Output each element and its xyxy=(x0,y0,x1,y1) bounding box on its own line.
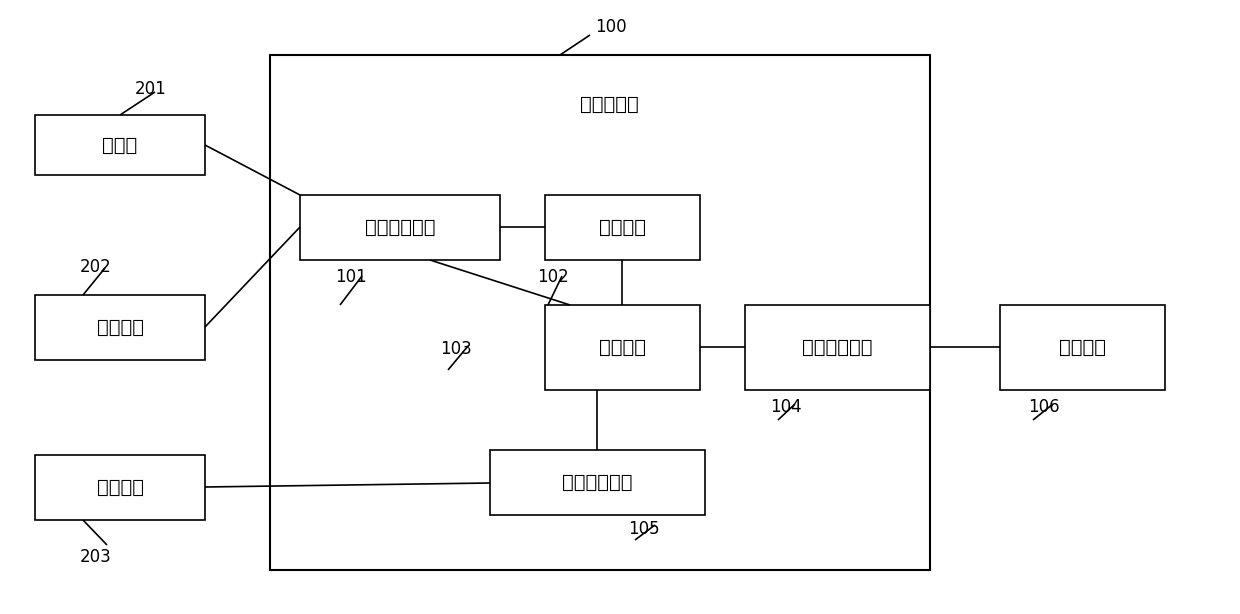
Text: 106: 106 xyxy=(1028,398,1060,416)
Text: 102: 102 xyxy=(537,268,569,286)
Bar xyxy=(35,115,205,175)
Text: 灯光模块: 灯光模块 xyxy=(1059,338,1106,357)
Text: 原车主机: 原车主机 xyxy=(97,318,144,337)
Bar xyxy=(300,195,500,260)
Bar xyxy=(35,295,205,360)
Text: 203: 203 xyxy=(81,548,112,566)
Text: 105: 105 xyxy=(627,520,660,538)
Bar xyxy=(490,450,706,515)
Text: 202: 202 xyxy=(81,258,112,276)
Bar xyxy=(270,55,930,570)
Text: 100: 100 xyxy=(595,18,626,36)
Bar xyxy=(546,305,701,390)
Text: 气围灯主机: 气围灯主机 xyxy=(580,95,639,114)
Text: 原车屏: 原车屏 xyxy=(103,136,138,155)
Text: 屏驱模块: 屏驱模块 xyxy=(599,218,646,237)
Text: 101: 101 xyxy=(335,268,367,286)
Text: 103: 103 xyxy=(440,340,471,358)
Bar xyxy=(35,455,205,520)
Text: 处理模块: 处理模块 xyxy=(599,338,646,357)
Text: 201: 201 xyxy=(135,80,166,98)
Bar xyxy=(745,305,930,390)
Text: 灯光驱动模块: 灯光驱动模块 xyxy=(802,338,873,357)
Text: 汽车总线: 汽车总线 xyxy=(97,478,144,497)
Text: 总线检测模块: 总线检测模块 xyxy=(562,473,632,492)
Text: 104: 104 xyxy=(770,398,801,416)
Bar xyxy=(999,305,1166,390)
Bar xyxy=(546,195,701,260)
Text: 信号切换模块: 信号切换模块 xyxy=(365,218,435,237)
